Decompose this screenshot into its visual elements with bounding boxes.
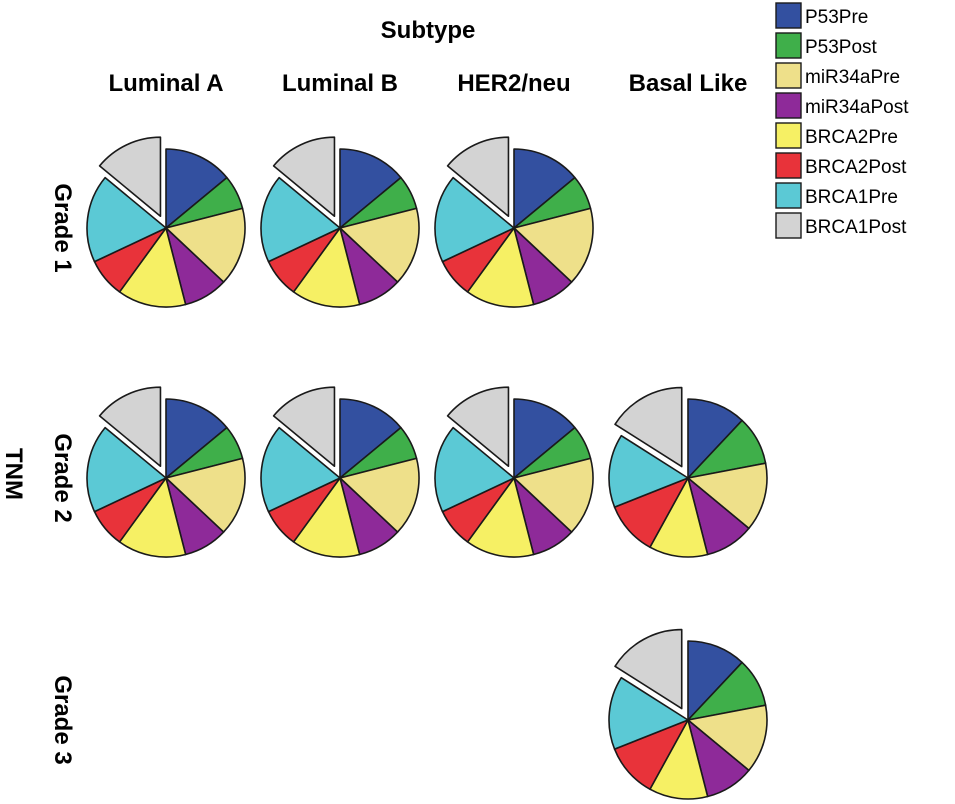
row-labels: Grade 1 Grade 2 Grade 3 (49, 183, 76, 764)
slice-p53pre (165, 148, 228, 229)
column-label-basal-like: Basal Like (629, 70, 748, 97)
slice-p53pre (513, 148, 576, 229)
slice-brca2pre (649, 477, 709, 558)
slice-brca1pre (434, 176, 515, 263)
slice-p53pre (339, 398, 402, 479)
pie-grade-1-luminal-b (260, 136, 420, 308)
legend-item-p53post: P53Post (775, 32, 878, 59)
legend-label-brca2pre: BRCA2Pre (805, 127, 898, 148)
slice-mir34apre (513, 207, 594, 283)
slice-brca1pre (260, 176, 341, 263)
slice-mir34apre (165, 207, 246, 283)
pie-grade-1-luminal-a (86, 136, 246, 308)
slice-brca1post (446, 136, 510, 218)
column-labels: Luminal A Luminal B HER2/neu Basal Like (108, 70, 747, 97)
slice-brca1post (614, 386, 683, 468)
slice-mir34apre (513, 457, 594, 533)
slice-p53pre (687, 398, 743, 479)
legend-swatch-brca1pre (775, 182, 802, 209)
slice-brca1post (272, 386, 336, 468)
slice-brca1pre (608, 434, 689, 508)
column-label-luminal-b: Luminal B (282, 70, 398, 97)
legend: P53Pre P53Post miR34aPre miR34aPost BRCA2Pre… (775, 2, 909, 239)
slice-brca1pre (434, 426, 515, 513)
pie-grade-2-her2-neu (434, 386, 594, 558)
column-label-her2-neu: HER2/neu (457, 70, 570, 97)
legend-item-brca2pre: BRCA2Pre (775, 122, 898, 149)
legend-item-mir34apre: miR34aPre (775, 62, 900, 89)
slice-brca2pre (292, 477, 361, 558)
legend-item-p53pre: P53Pre (775, 2, 868, 29)
slice-mir34apre (687, 704, 768, 772)
slice-p53pre (513, 398, 576, 479)
legend-label-mir34apre: miR34aPre (805, 67, 900, 88)
slice-brca2pre (466, 227, 535, 308)
slice-p53pre (687, 640, 743, 721)
slice-p53pre (339, 148, 402, 229)
slice-brca1pre (86, 176, 167, 263)
chart-title: Subtype (381, 17, 476, 44)
slice-brca2pre (118, 477, 187, 558)
slice-mir34apre (339, 457, 420, 533)
legend-item-brca1post: BRCA1Post (775, 212, 907, 239)
slice-brca1post (272, 136, 336, 218)
legend-label-p53post: P53Post (805, 37, 878, 58)
slice-brca2pre (466, 477, 535, 558)
slice-p53pre (165, 398, 228, 479)
slice-brca1post (98, 136, 162, 218)
legend-swatch-mir34apre (775, 62, 802, 89)
slice-mir34apre (687, 462, 768, 530)
legend-label-brca1pre: BRCA1Pre (805, 187, 898, 208)
pie-grade-3-basal-like (608, 628, 768, 800)
row-label-grade-1: Grade 1 (49, 183, 76, 272)
legend-swatch-brca1post (775, 212, 802, 239)
legend-label-brca2post: BRCA2Post (805, 157, 907, 178)
slice-brca1pre (260, 426, 341, 513)
slice-brca2pre (649, 719, 709, 800)
legend-label-mir34apost: miR34aPost (805, 97, 909, 118)
slice-mir34apre (339, 207, 420, 283)
row-label-grade-2: Grade 2 (49, 433, 76, 522)
legend-item-brca2post: BRCA2Post (775, 152, 907, 179)
legend-swatch-mir34apost (775, 92, 802, 119)
slice-brca1post (446, 386, 510, 468)
slice-mir34apre (165, 457, 246, 533)
slice-brca2pre (118, 227, 187, 308)
legend-item-mir34apost: miR34aPost (775, 92, 909, 119)
legend-swatch-brca2post (775, 152, 802, 179)
legend-item-brca1pre: BRCA1Pre (775, 182, 898, 209)
pie-grade-2-basal-like (608, 386, 768, 558)
slice-brca1post (98, 386, 162, 468)
slice-brca1pre (608, 676, 689, 750)
slice-brca2pre (292, 227, 361, 308)
slice-brca1pre (86, 426, 167, 513)
row-axis-label: TNM (0, 448, 27, 500)
legend-swatch-p53pre (775, 2, 802, 29)
column-label-luminal-a: Luminal A (108, 70, 223, 97)
pie-grade-2-luminal-a (86, 386, 246, 558)
slice-brca1post (614, 628, 683, 710)
legend-label-brca1post: BRCA1Post (805, 217, 907, 238)
pie-grade-2-luminal-b (260, 386, 420, 558)
pies-layer (86, 136, 768, 800)
legend-label-p53pre: P53Pre (805, 7, 868, 28)
row-label-grade-3: Grade 3 (49, 675, 76, 764)
pie-grade-1-her2-neu (434, 136, 594, 308)
legend-swatch-brca2pre (775, 122, 802, 149)
legend-swatch-p53post (775, 32, 802, 59)
